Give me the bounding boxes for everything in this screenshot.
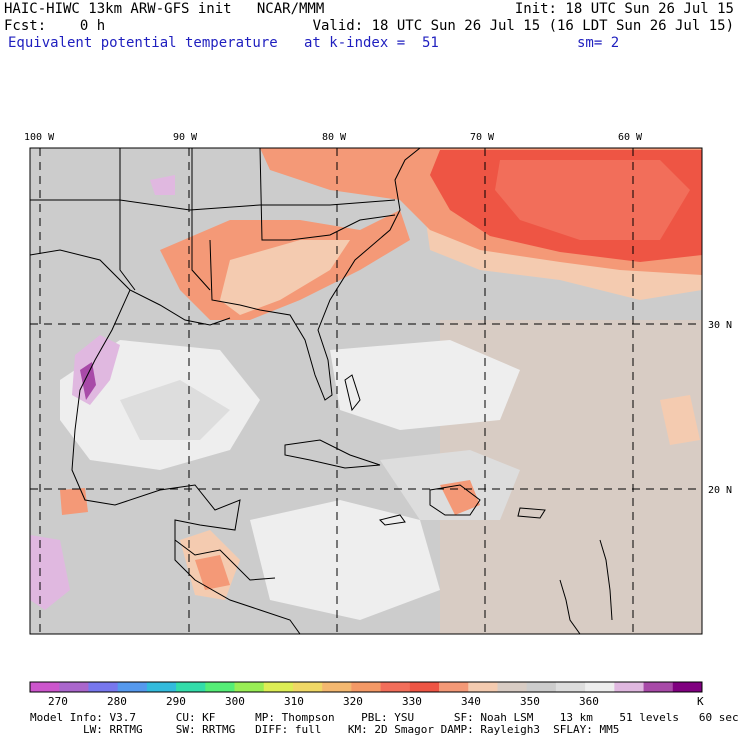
lat-lon-grid [30, 148, 702, 634]
colorbar-swatch [439, 682, 469, 692]
colorbar-swatch [497, 682, 528, 692]
colorbar-swatch [88, 682, 119, 692]
init-time: Init: 18 UTC Sun 26 Jul 15 [514, 1, 734, 17]
colorbar-tick-label: 310 [284, 695, 304, 708]
model-info-line1: Model Info: V3.7 CU: KF MP: Thompson PBL… [30, 711, 739, 724]
valid-time: Valid: 18 UTC Sun 26 Jul 15 (16 LDT Sun … [312, 18, 734, 34]
lat-label: 20 N [708, 485, 732, 496]
colorbar-swatch [30, 682, 60, 692]
lon-label: 70 W [470, 132, 495, 143]
map-panel: 100 W 90 W 80 W 70 W 60 W 30 N 20 N [24, 132, 732, 635]
lon-label: 80 W [322, 132, 347, 143]
colorbar-swatch [205, 682, 236, 692]
lon-label: 60 W [618, 132, 643, 143]
colorbar-swatch [409, 682, 440, 692]
smoothing: sm= 2 [577, 35, 620, 51]
plot-title: HAIC-HIWC 13km ARW-GFS init NCAR/MMM [4, 1, 325, 17]
colorbar-swatch [555, 682, 586, 692]
colorbar-tick-label: 270 [48, 695, 68, 708]
colorbar-swatch [585, 682, 615, 692]
theta-e-field [30, 148, 702, 634]
colorbar-swatch [672, 682, 703, 692]
colorbar-tick-label: 340 [461, 695, 481, 708]
colorbar-swatch [117, 682, 148, 692]
lon-label: 90 W [173, 132, 198, 143]
colorbar-swatch [146, 682, 177, 692]
colorbar-swatch [59, 682, 89, 692]
colorbar-swatch [643, 682, 674, 692]
colorbar-tick-label: 300 [225, 695, 245, 708]
colorbar-swatch [234, 682, 265, 692]
colorbar-swatch [468, 682, 498, 692]
colorbar-swatch [176, 682, 206, 692]
colorbar-frame [29, 681, 703, 693]
colorbar-unit: K [697, 695, 704, 708]
forecast-hour: Fcst: 0 h [4, 18, 106, 34]
level-index: at k-index = 51 [304, 35, 439, 51]
colorbar-tick-label: 290 [166, 695, 186, 708]
colorbar-swatch [351, 682, 382, 692]
colorbar-tick-label: 350 [520, 695, 540, 708]
colorbar-tick-label: 330 [402, 695, 422, 708]
lat-label: 30 N [708, 320, 732, 331]
colorbar-tick-label: 320 [343, 695, 363, 708]
model-info-line2: LW: RRTMG SW: RRTMG DIFF: full KM: 2D Sm… [30, 723, 620, 736]
field-name: Equivalent potential temperature [8, 35, 278, 51]
colorbar-tick-label: 280 [107, 695, 127, 708]
lon-label: 100 W [24, 132, 55, 143]
colorbar-swatch [263, 682, 294, 692]
colorbar-swatch [614, 682, 645, 692]
colorbar-swatch [526, 682, 557, 692]
map-frame [29, 147, 703, 635]
colorbar-swatch [380, 682, 411, 692]
colorbar-tick-label: 360 [579, 695, 599, 708]
colorbar-swatch [292, 682, 323, 692]
colorbar-swatches [29, 681, 703, 693]
colorbar-swatch [322, 682, 352, 692]
